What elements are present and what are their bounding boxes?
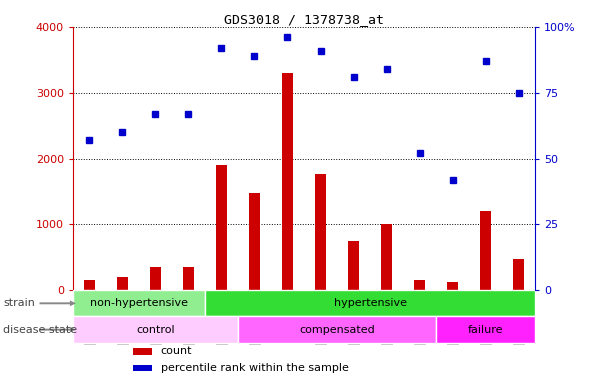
Bar [150,267,161,290]
Text: non-hypertensive: non-hypertensive [90,298,188,308]
Bar [117,277,128,290]
Text: count: count [161,346,192,356]
Text: percentile rank within the sample: percentile rank within the sample [161,363,348,373]
Text: strain: strain [3,298,35,308]
Bar [182,267,195,290]
Bar [480,211,491,290]
Bar [447,281,458,290]
Bar [249,193,260,290]
Text: failure: failure [468,324,503,334]
Bar [381,223,392,290]
Text: control: control [136,324,174,334]
Bar [315,174,326,290]
Text: hypertensive: hypertensive [334,298,407,308]
Bar [513,258,524,290]
Bar [238,316,436,343]
Bar [133,348,151,354]
Bar [73,316,238,343]
Bar [73,290,205,316]
Bar [84,280,95,290]
Title: GDS3018 / 1378738_at: GDS3018 / 1378738_at [224,13,384,26]
Text: compensated: compensated [299,324,375,334]
Bar [413,280,425,290]
Bar [348,241,359,290]
Bar [133,364,151,371]
Bar [436,316,535,343]
Bar [205,290,535,316]
Bar [282,73,293,290]
Bar [216,165,227,290]
Text: disease state: disease state [3,324,77,334]
